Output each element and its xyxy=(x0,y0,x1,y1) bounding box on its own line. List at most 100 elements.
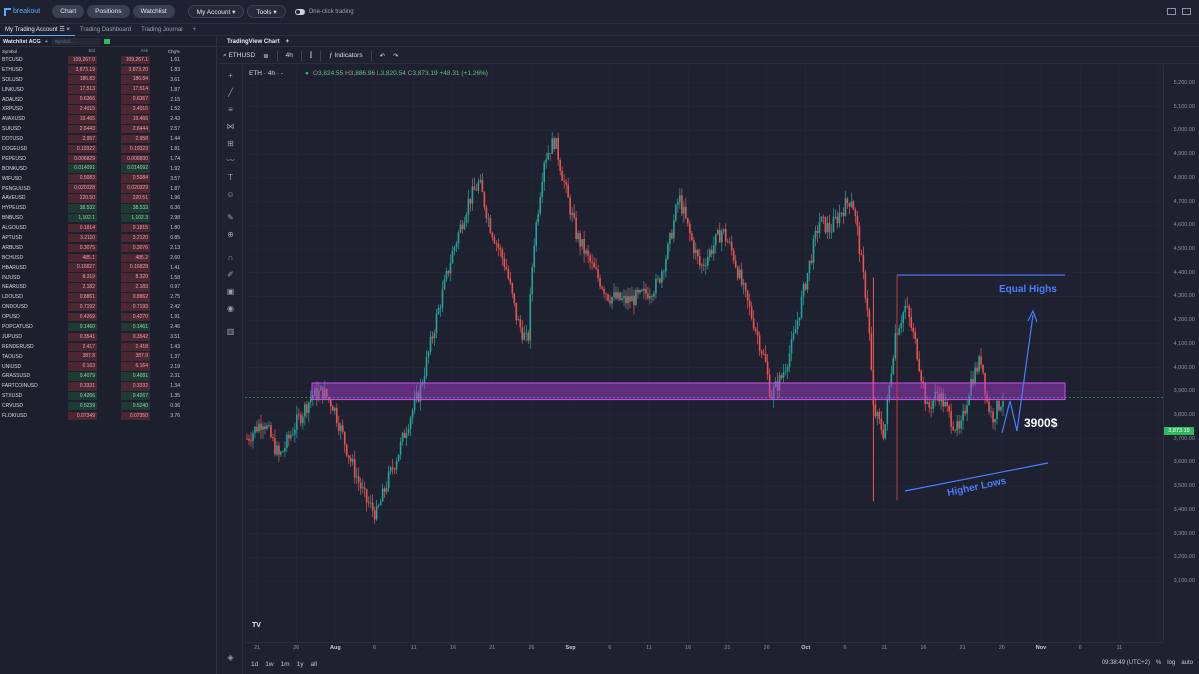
watchlist-row[interactable]: ONDOUSD 0.7192 0.7193 2.42 xyxy=(0,302,216,312)
watchlist-row[interactable]: ARBUSD 0.3075 0.3076 2.13 xyxy=(0,243,216,253)
range-1m[interactable]: 1m xyxy=(280,660,290,668)
layout-icon[interactable] xyxy=(1167,8,1176,15)
watchlist-row[interactable]: DOGEUSD 0.19322 0.19323 1.81 xyxy=(0,144,216,154)
watchlist-row[interactable]: POPCATUSD 0.1460 0.1461 2.46 xyxy=(0,322,216,332)
watchlist-row[interactable]: RENDERUSD 2.417 2.418 1.43 xyxy=(0,342,216,352)
row-bid[interactable]: 186.83 xyxy=(68,75,97,84)
watchlist-row[interactable]: UNIUSD 6.163 6.164 2.19 xyxy=(0,362,216,372)
row-ask[interactable]: 0.014092 xyxy=(121,164,150,173)
row-bid[interactable]: 0.5239 xyxy=(68,401,97,411)
watchlist-row[interactable]: BCHUSD 485.1 485.2 2.60 xyxy=(0,253,216,263)
magnet-icon[interactable]: ∩ xyxy=(227,253,234,262)
row-bid[interactable]: 3,873.19 xyxy=(68,65,97,75)
row-ask[interactable]: 0.7193 xyxy=(121,302,150,312)
row-ask[interactable]: 387.9 xyxy=(121,352,150,361)
col-symbol[interactable]: Symbol xyxy=(2,48,18,54)
watchlist-row[interactable]: XRPUSD 2.4015 2.4016 1.52 xyxy=(0,104,216,114)
row-bid[interactable]: 0.3075 xyxy=(68,243,97,253)
pencil-lock-icon[interactable]: ✐ xyxy=(227,270,234,279)
watchlist-title[interactable]: Watchlist ACG xyxy=(3,38,41,45)
redo-icon[interactable]: ↷ xyxy=(393,52,399,60)
row-bid[interactable]: 0.4079 xyxy=(68,372,97,381)
row-bid[interactable]: 0.16827 xyxy=(68,263,97,272)
watchlist-row[interactable]: AAVEUSD 220.50 220.51 1.96 xyxy=(0,193,216,203)
row-bid[interactable]: 485.1 xyxy=(68,253,97,262)
row-ask[interactable]: 0.1461 xyxy=(121,322,150,332)
row-bid[interactable]: 0.1460 xyxy=(68,322,97,332)
row-ask[interactable]: 0.3076 xyxy=(121,243,150,253)
row-ask[interactable]: 186.84 xyxy=(121,75,150,84)
watchlist-row[interactable]: STXUSD 0.4266 0.4267 1.35 xyxy=(0,391,216,401)
row-bid[interactable]: 0.19322 xyxy=(68,144,97,154)
row-bid[interactable]: 0.4269 xyxy=(68,312,97,322)
watchlist-row[interactable]: OPUSD 0.4269 0.4270 1.91 xyxy=(0,312,216,322)
row-ask[interactable]: 19.466 xyxy=(121,115,150,124)
row-ask[interactable]: 2.4016 xyxy=(121,105,150,114)
watchlist-row[interactable]: APTUSD 3.2110 3.2120 0.85 xyxy=(0,233,216,243)
range-1y[interactable]: 1y xyxy=(296,660,304,668)
nav-chart-button[interactable]: Chart xyxy=(52,5,85,18)
nav-watchlist-button[interactable]: Watchlist xyxy=(132,5,175,18)
row-bid[interactable]: 220.50 xyxy=(68,194,97,203)
col-bid[interactable]: Bid xyxy=(88,47,95,53)
watchlist-row[interactable]: NEARUSD 2.182 2.183 0.97 xyxy=(0,282,216,292)
row-bid[interactable]: 0.5083 xyxy=(68,174,97,183)
row-ask[interactable]: 109,267.1 xyxy=(121,55,150,65)
favorites-icon[interactable]: ◈ xyxy=(227,653,234,662)
row-bid[interactable]: 6.163 xyxy=(68,362,97,371)
watchlist-row[interactable]: HYPEUSD 38.532 38.533 6.36 xyxy=(0,203,216,213)
price-axis[interactable]: 5,200.00 5,100.00 5,000.00 4,900.00 4,800.00… xyxy=(1163,65,1199,640)
my-account-menu[interactable]: My Account ▾ xyxy=(187,5,245,18)
row-bid[interactable]: 0.3331 xyxy=(68,382,97,391)
row-bid[interactable]: 109,267.0 xyxy=(68,55,97,65)
row-bid[interactable]: 0.4266 xyxy=(68,391,97,401)
range-1w[interactable]: 1w xyxy=(265,660,274,668)
watchlist-row[interactable]: BONKUSD 0.014091 0.014092 1.92 xyxy=(0,164,216,174)
row-ask[interactable]: 0.1815 xyxy=(121,223,150,233)
row-ask[interactable]: 0.4267 xyxy=(121,391,150,401)
watchlist-row[interactable]: BNBUSD 1,102.1 1,102.3 2.98 xyxy=(0,213,216,223)
log-toggle[interactable]: log xyxy=(1167,660,1176,666)
row-ask[interactable]: 0.16828 xyxy=(121,263,150,272)
row-bid[interactable]: 0.3541 xyxy=(68,332,97,342)
watchlist-row[interactable]: ADAUSD 0.6366 0.6367 2.15 xyxy=(0,95,216,105)
row-bid[interactable]: 1,102.1 xyxy=(68,213,97,223)
symbol-search[interactable]: ⌕ ETHUSD xyxy=(223,51,256,59)
add-icon[interactable]: + xyxy=(44,38,49,45)
row-bid[interactable]: 3.2110 xyxy=(68,233,97,243)
row-bid[interactable]: 8.319 xyxy=(68,273,97,282)
one-click-toggle[interactable] xyxy=(294,8,305,15)
range-all[interactable]: all xyxy=(310,660,317,668)
time-axis[interactable]: 21 26 Aug 6 11 16 21 26 Sep 6 11 16 21 26 Oct 6 11 16 21 26… xyxy=(245,642,1163,654)
nav-positions-button[interactable]: Positions xyxy=(87,5,130,18)
row-bid[interactable]: 2.4015 xyxy=(68,105,97,114)
watchlist-row[interactable]: CRVUSD 0.5239 0.5240 0.36 xyxy=(0,401,216,411)
row-bid[interactable]: 0.6366 xyxy=(68,95,97,104)
row-ask[interactable]: 0.07350 xyxy=(121,411,150,421)
watchlist-row[interactable]: SOLUSD 186.83 186.84 3.61 xyxy=(0,75,216,85)
measure-icon[interactable]: ⊞ xyxy=(227,139,234,148)
row-bid[interactable]: 2.957 xyxy=(68,134,97,144)
watchlist-row[interactable]: JUPUSD 0.3541 0.3542 3.51 xyxy=(0,332,216,342)
brush-icon[interactable]: 〰 xyxy=(226,156,235,165)
watchlist-row[interactable]: LINKUSD 17.513 17.514 1.87 xyxy=(0,85,216,95)
add-tab-button[interactable]: + xyxy=(192,26,197,33)
row-ask[interactable]: 2.958 xyxy=(121,134,150,144)
fib-icon[interactable]: ≡ xyxy=(228,105,233,114)
col-chg[interactable]: Chg% xyxy=(167,48,180,54)
watchlist-row[interactable]: ALGOUSD 0.1814 0.1815 1.80 xyxy=(0,223,216,233)
row-ask[interactable]: 0.020329 xyxy=(121,184,150,193)
indicators-button[interactable]: ƒ Indicators xyxy=(328,52,363,59)
row-ask[interactable]: 0.8862 xyxy=(121,293,150,302)
row-ask[interactable]: 2.183 xyxy=(121,283,150,292)
row-ask[interactable]: 0.3332 xyxy=(121,382,150,391)
trendline-icon[interactable]: ╱ xyxy=(228,88,233,97)
symbol-search-input[interactable]: Symbol... xyxy=(52,38,101,45)
watchlist-row[interactable]: ETHUSD 3,873.19 3,873.20 1.83 xyxy=(0,65,216,75)
row-ask[interactable]: 0.19323 xyxy=(121,144,150,154)
zoom-icon[interactable]: ⊕ xyxy=(227,230,234,239)
undo-icon[interactable]: ↶ xyxy=(379,52,386,60)
row-bid[interactable]: 0.8861 xyxy=(68,293,97,302)
percent-toggle[interactable]: % xyxy=(1155,660,1162,666)
panel-icon[interactable] xyxy=(1182,8,1191,15)
